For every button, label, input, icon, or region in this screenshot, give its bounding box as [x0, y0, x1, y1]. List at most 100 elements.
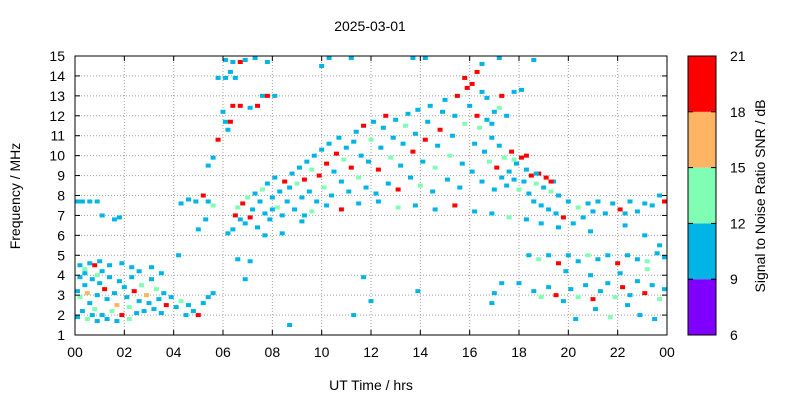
data-point	[87, 199, 93, 204]
y-tick-label: 12	[49, 108, 65, 124]
data-point	[220, 109, 226, 114]
data-point	[595, 199, 601, 204]
data-point	[610, 201, 616, 206]
data-point	[622, 223, 628, 228]
x-axis-ticks: 00 02 04 06 08 10 12 14 16 18 20 22 00	[67, 56, 675, 360]
data-point	[657, 243, 663, 248]
data-point	[79, 309, 85, 314]
data-point	[341, 157, 347, 162]
data-point	[553, 293, 559, 298]
data-point	[156, 297, 162, 302]
data-point	[662, 287, 668, 292]
data-point	[255, 225, 261, 230]
data-point	[136, 299, 142, 304]
data-point	[351, 313, 357, 318]
y-tick-label: 10	[49, 148, 65, 164]
data-point	[378, 145, 384, 150]
data-point	[467, 103, 473, 108]
data-point	[232, 213, 238, 218]
data-point	[361, 123, 367, 128]
data-point	[518, 87, 524, 92]
data-point	[469, 169, 475, 174]
data-point	[148, 277, 154, 282]
data-point	[514, 161, 520, 166]
data-point	[425, 119, 431, 124]
data-point	[134, 311, 140, 316]
data-point	[412, 131, 418, 136]
data-point	[247, 105, 253, 110]
data-point	[491, 291, 497, 296]
data-point	[87, 301, 93, 306]
data-point	[560, 299, 566, 304]
data-point	[205, 163, 211, 168]
data-point	[282, 179, 288, 184]
data-point	[185, 197, 191, 202]
data-point	[398, 163, 404, 168]
data-point	[555, 225, 561, 230]
data-point	[472, 141, 478, 146]
data-point	[222, 75, 228, 80]
data-point	[489, 211, 495, 216]
data-point	[314, 199, 320, 204]
colorbar-tick-label: 12	[730, 215, 746, 231]
data-point	[634, 209, 640, 214]
data-point	[555, 261, 561, 266]
data-point	[151, 307, 157, 312]
colorbar-bin	[688, 279, 716, 335]
data-point	[430, 189, 436, 194]
data-point	[533, 171, 539, 176]
data-point	[250, 207, 256, 212]
data-point	[417, 183, 423, 188]
data-point	[183, 313, 189, 318]
data-point	[329, 193, 335, 198]
data-point	[324, 203, 330, 208]
data-point	[474, 69, 480, 74]
data-point	[287, 185, 293, 190]
x-tick-label: 08	[265, 344, 281, 360]
data-point	[489, 301, 495, 306]
data-point	[301, 213, 307, 218]
data-point	[654, 251, 660, 256]
data-point	[583, 283, 589, 288]
data-point	[264, 93, 270, 98]
x-tick-label: 20	[561, 344, 577, 360]
data-point	[644, 259, 650, 264]
data-point	[462, 121, 468, 126]
data-point	[126, 305, 132, 310]
data-point	[356, 201, 362, 206]
data-point	[375, 199, 381, 204]
data-point	[262, 233, 268, 238]
data-point	[338, 179, 344, 184]
data-point	[388, 155, 394, 160]
data-point	[464, 85, 470, 90]
data-point	[338, 207, 344, 212]
data-point	[531, 57, 537, 62]
data-point	[373, 191, 379, 196]
data-point	[444, 177, 450, 182]
data-point	[511, 177, 517, 182]
data-point	[326, 55, 332, 60]
data-point	[292, 207, 298, 212]
data-point	[395, 187, 401, 192]
colorbar: 6 9 12 15 18 21	[687, 48, 746, 343]
data-point	[526, 191, 532, 196]
data-point	[489, 135, 495, 140]
data-point	[82, 283, 88, 288]
data-point	[77, 263, 83, 268]
data-point	[321, 185, 327, 190]
data-point	[472, 209, 478, 214]
data-point	[538, 203, 544, 208]
data-point	[114, 303, 120, 308]
data-point	[82, 267, 88, 272]
data-point	[269, 207, 275, 212]
data-point	[366, 159, 372, 164]
y-tick-label: 1	[57, 327, 65, 343]
data-point	[662, 199, 668, 204]
data-point	[565, 199, 571, 204]
data-point	[79, 199, 85, 204]
data-point	[617, 271, 623, 276]
data-point	[541, 185, 547, 190]
x-tick-label: 12	[363, 344, 379, 360]
data-point	[200, 193, 206, 198]
